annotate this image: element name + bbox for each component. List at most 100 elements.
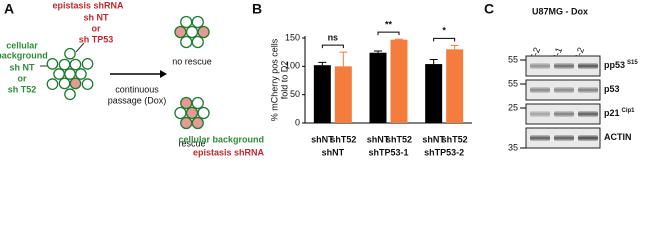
band <box>530 87 550 93</box>
x-tick-label: shNT <box>322 147 345 157</box>
band <box>578 87 598 93</box>
cell <box>75 68 87 80</box>
protein-superscript: S15 <box>627 60 638 66</box>
cell <box>46 78 59 90</box>
y-tick-label: 0 <box>295 117 300 127</box>
protein-name: ACTIN <box>604 132 632 142</box>
bar <box>313 65 331 123</box>
band <box>554 87 574 93</box>
band <box>554 135 574 141</box>
outcome: no rescue <box>172 56 212 66</box>
error-bar <box>318 61 327 66</box>
series-label: shNT <box>311 134 334 144</box>
category-title: epistasis shRNA <box>193 147 265 157</box>
band <box>530 63 550 69</box>
series-label: shNT <box>422 134 445 144</box>
x-tick-label: shTP53-1 <box>368 147 408 157</box>
arrow-label: continuous <box>115 84 159 94</box>
y-axis-label: % mCherry pos cells <box>269 38 279 121</box>
cell <box>185 106 199 120</box>
outcome: rescue <box>178 138 205 148</box>
arrow-label: passage (Dox) <box>108 95 167 105</box>
significance-label: * <box>442 26 446 36</box>
cell <box>174 25 187 39</box>
marker-label: 35 <box>508 142 518 152</box>
cell <box>58 58 71 71</box>
cell <box>180 96 193 110</box>
significance-bracket <box>321 44 344 49</box>
background-option: sh NT <box>9 62 35 72</box>
error-bar <box>429 59 438 65</box>
epistasis-label: epistasis shRNA <box>52 0 124 10</box>
series-label: shNT <box>367 134 390 144</box>
cell <box>69 77 82 90</box>
blot-label: ACTIN <box>604 132 632 142</box>
cell <box>81 78 94 90</box>
cell <box>58 77 71 90</box>
panel-label: B <box>252 1 262 17</box>
series-label: shT52 <box>386 134 412 144</box>
significance-label: ns <box>328 33 339 43</box>
background-label: cellular <box>6 40 38 50</box>
blot-label: p53 <box>604 84 620 94</box>
band <box>578 111 598 117</box>
error-bar <box>450 44 459 50</box>
cell <box>180 35 193 49</box>
protein-name: p53 <box>604 84 620 94</box>
pointer <box>75 42 85 53</box>
cell <box>197 25 210 39</box>
error-bar <box>339 51 348 67</box>
cell <box>185 25 199 39</box>
cell <box>69 58 82 71</box>
blot-label: p21 Cip1 <box>604 108 635 119</box>
series-label: shT52 <box>442 134 468 144</box>
significance-bracket <box>433 37 456 42</box>
x-tick-label: shTP53-2 <box>424 147 464 157</box>
cell <box>180 15 193 29</box>
arrow-head <box>160 70 167 78</box>
band <box>578 63 598 69</box>
band <box>530 135 550 141</box>
background-option: sh T52 <box>8 84 37 94</box>
band <box>578 135 598 141</box>
cell <box>191 15 204 29</box>
background-label: background <box>0 50 48 60</box>
epistasis-option: or <box>92 23 101 33</box>
western-blot: NT-2T52-1T52-255pp53S1555p5325p21Cip135A… <box>508 46 638 152</box>
marker-label: 55 <box>508 54 518 64</box>
cell <box>81 58 94 70</box>
marker-label: 25 <box>508 102 518 112</box>
error-bar <box>374 50 382 53</box>
cell <box>174 106 187 120</box>
cell-clusters <box>46 15 210 130</box>
blot-label: pp53 S15 <box>604 60 638 71</box>
cell <box>46 58 59 70</box>
band <box>530 111 550 117</box>
bar <box>446 49 464 124</box>
panel-label: C <box>484 1 494 17</box>
cell <box>180 116 193 130</box>
bar <box>369 52 387 123</box>
cell <box>197 106 210 120</box>
y-axis-label: fold to D2 <box>279 61 289 100</box>
panel-label: A <box>4 1 14 17</box>
bar-chart: 050100150shNTshNTshT52nsshTP53-1shNTshT5… <box>285 20 472 157</box>
marker-label: 55 <box>508 78 518 88</box>
series-title: cellular background <box>178 134 264 144</box>
y-tick-label: 100 <box>285 61 300 71</box>
band <box>554 111 574 117</box>
y-tick-label: 150 <box>285 32 300 42</box>
significance-bracket <box>377 31 400 36</box>
cell <box>191 35 204 49</box>
cell <box>64 68 76 80</box>
bar <box>425 64 443 123</box>
cell <box>64 88 76 101</box>
protein-name: p21 <box>604 108 620 118</box>
bar <box>334 66 352 123</box>
error-bar <box>395 38 403 40</box>
epistasis-option: sh TP53 <box>79 34 114 44</box>
epistasis-option: sh NT <box>83 12 109 22</box>
cell <box>191 116 204 130</box>
band <box>554 63 574 69</box>
cell <box>64 47 76 60</box>
